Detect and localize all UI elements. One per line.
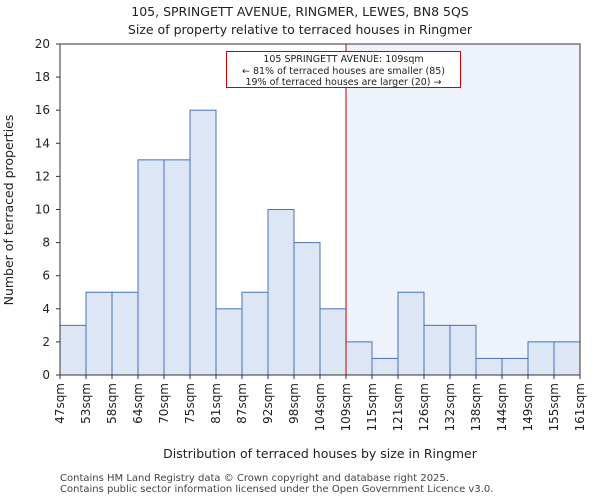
x-tick-label: 121sqm [391, 383, 405, 431]
y-tick-label: 0 [42, 368, 50, 382]
y-tick-label: 20 [35, 37, 50, 51]
x-tick-label: 98sqm [287, 383, 301, 424]
x-tick-label: 81sqm [209, 383, 223, 424]
histogram-bar [345, 341, 373, 376]
x-tick-label: 109sqm [339, 383, 353, 431]
histogram-bar [553, 341, 581, 376]
y-tick-label: 6 [42, 269, 50, 283]
histogram-bar [423, 324, 451, 376]
y-tick-label: 10 [35, 203, 50, 217]
histogram-bar [241, 291, 269, 376]
y-tick-label: 8 [42, 236, 50, 250]
histogram-bar [189, 109, 217, 376]
x-tick-label: 104sqm [313, 383, 327, 431]
x-tick-label: 138sqm [469, 383, 483, 431]
property-annotation-box: 105 SPRINGETT AVENUE: 109sqm ← 81% of te… [226, 51, 461, 88]
x-tick-label: 58sqm [105, 383, 119, 424]
x-tick-label: 161sqm [573, 383, 587, 431]
x-axis-label: Distribution of terraced houses by size … [163, 446, 478, 461]
larger-region-shading [346, 44, 580, 375]
x-tick-label: 126sqm [417, 383, 431, 431]
x-tick-label: 115sqm [365, 383, 379, 431]
x-tick-label: 149sqm [521, 383, 535, 431]
x-tick-label: 92sqm [261, 383, 275, 424]
y-tick-label: 4 [42, 302, 50, 316]
x-tick-label: 47sqm [53, 383, 67, 424]
histogram-bar [215, 308, 243, 376]
histogram-bar [319, 308, 347, 376]
histogram-bar [163, 159, 191, 376]
chart-title-line1: 105, SPRINGETT AVENUE, RINGMER, LEWES, B… [131, 4, 469, 19]
y-tick-label: 16 [35, 103, 50, 117]
histogram-bar [475, 357, 503, 376]
histogram-bar [371, 357, 399, 376]
x-tick-label: 87sqm [235, 383, 249, 424]
y-tick-label: 12 [35, 169, 50, 183]
histogram-bar [501, 357, 529, 376]
histogram-bar [137, 159, 165, 376]
histogram-bar [59, 324, 87, 376]
histogram-bar [267, 209, 295, 376]
histogram-bar [397, 291, 425, 376]
histogram-bar [293, 242, 321, 376]
histogram-bar [85, 291, 113, 376]
y-tick-label: 14 [35, 136, 50, 150]
annotation-line2: ← 81% of terraced houses are smaller (85… [241, 65, 446, 77]
chart-title-line2: Size of property relative to terraced ho… [127, 22, 473, 37]
x-tick-label: 64sqm [131, 383, 145, 424]
histogram-bar [111, 291, 139, 376]
y-axis-label: Number of terraced properties [1, 115, 16, 306]
histogram-bar [527, 341, 555, 376]
y-tick-label: 18 [35, 70, 50, 84]
x-tick-label: 155sqm [547, 383, 561, 431]
histogram-bar [449, 324, 477, 376]
x-tick-label: 144sqm [495, 383, 509, 431]
y-tick-label: 2 [42, 335, 50, 349]
x-tick-label: 53sqm [79, 383, 93, 424]
x-tick-label: 132sqm [443, 383, 457, 431]
x-tick-label: 70sqm [157, 383, 171, 424]
footer-line2: Contains public sector information licen… [60, 484, 494, 495]
annotation-line3: 19% of terraced houses are larger (20) → [245, 77, 442, 88]
footer-line1: Contains HM Land Registry data © Crown c… [60, 473, 449, 484]
annotation-line1: 105 SPRINGETT AVENUE: 109sqm [263, 54, 424, 65]
x-tick-label: 75sqm [183, 383, 197, 424]
